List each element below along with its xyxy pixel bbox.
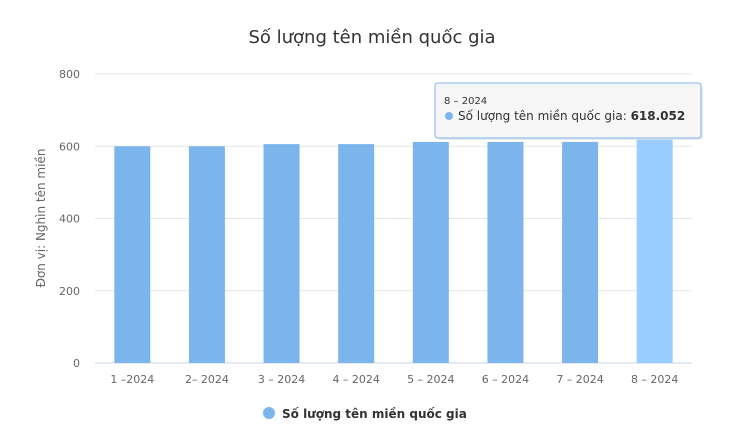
bar[interactable] (114, 146, 151, 363)
legend-label: Số lượng tên miền quốc gia (282, 407, 467, 421)
y-axis-ticks: 0 200 400 600 800 (59, 68, 80, 370)
y-axis-label: Đơn vị: Nghìn tên miền (34, 149, 48, 288)
x-tick-label: 2– 2024 (185, 373, 229, 386)
tooltip-marker (445, 112, 453, 120)
x-tick-label: 1 –2024 (110, 373, 154, 386)
bar[interactable] (263, 144, 300, 363)
legend[interactable]: Số lượng tên miền quốc gia (263, 407, 467, 421)
x-tick-label: 8 – 2024 (631, 373, 679, 386)
x-axis-ticks: 1 –2024 2– 2024 3 – 2024 4 – 2024 5 – 2024 6 … (110, 373, 678, 386)
y-tick-label: 600 (59, 140, 80, 153)
chart-title: Số lượng tên miền quốc gia (248, 27, 495, 48)
bar[interactable] (412, 141, 449, 363)
bars (114, 139, 673, 363)
bar[interactable] (487, 141, 524, 363)
x-tick-label: 6 – 2024 (482, 373, 530, 386)
bar[interactable] (188, 146, 225, 363)
tooltip-series-label: Số lượng tên miền quốc gia: (458, 109, 631, 123)
y-tick-label: 200 (59, 285, 80, 298)
bar[interactable] (636, 139, 673, 363)
bar[interactable] (338, 144, 375, 363)
y-tick-label: 400 (59, 213, 80, 226)
y-tick-label: 800 (59, 68, 80, 81)
x-tick-label: 3 – 2024 (258, 373, 306, 386)
tooltip: 8 – 2024 Số lượng tên miền quốc gia: 618… (434, 82, 703, 140)
tooltip-box (434, 82, 702, 139)
tooltip-text: Số lượng tên miền quốc gia: 618.052 (458, 109, 685, 123)
tooltip-header: 8 – 2024 (444, 96, 487, 107)
legend-marker (263, 407, 275, 419)
x-tick-label: 5 – 2024 (407, 373, 455, 386)
bar[interactable] (562, 141, 599, 363)
tooltip-value: 618.052 (631, 109, 686, 123)
y-tick-label: 0 (73, 357, 80, 370)
x-tick-label: 4 – 2024 (332, 373, 380, 386)
x-tick-label: 7 – 2024 (556, 373, 604, 386)
